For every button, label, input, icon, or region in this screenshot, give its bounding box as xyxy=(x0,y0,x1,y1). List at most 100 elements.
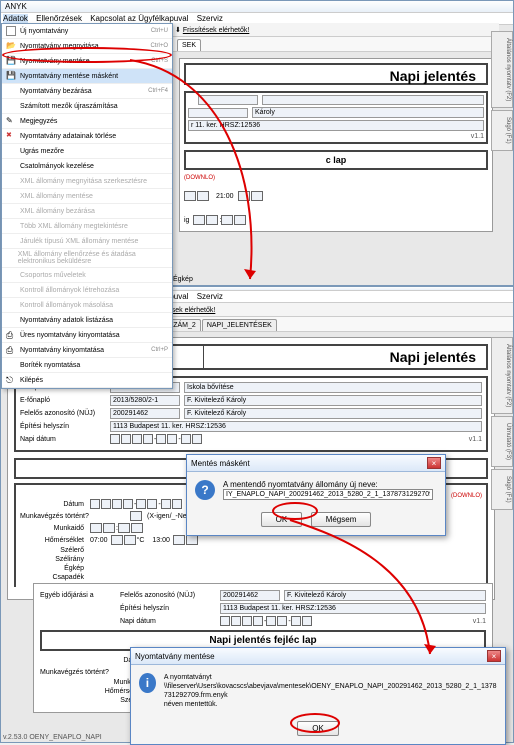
chk-munkavegzes[interactable] xyxy=(130,511,142,521)
dlg-save-cancel[interactable]: Mégsem xyxy=(311,512,372,527)
download-label-2: (DOWNLO) xyxy=(451,493,482,499)
menu-item-label: Nyomtatvány bezárása xyxy=(20,88,92,95)
blank-icon xyxy=(6,86,16,96)
side-tabs-bottom[interactable]: Általános nyomtatv (F2) Útmutató (F3) Sú… xyxy=(491,337,513,510)
menu-item[interactable]: 📂Nyomtatvány megnyitásaCtrl+O xyxy=(2,39,172,54)
dialog-done: Nyomtatvány mentése× i A nyomtatványt \\… xyxy=(130,647,506,745)
val-felelos-b[interactable]: 200291462 xyxy=(220,590,280,601)
menu-item-label: Kilépés xyxy=(20,377,43,384)
lbl-t3: 21:00 xyxy=(216,193,234,200)
form-area-top: Napi jelentés Károly r 11. ker. HRSZ:125… xyxy=(179,58,493,232)
lbl-t1: 07:00 xyxy=(90,537,108,544)
menu-item-label: Csatolmányok kezelése xyxy=(20,163,94,170)
val-iskola[interactable]: Iskola bővítése xyxy=(184,382,482,393)
question-icon: ? xyxy=(195,480,215,500)
menu-item[interactable]: 💾Nyomtatvány mentése másként xyxy=(2,69,172,84)
menu-item[interactable]: ⎙Nyomtatvány kinyomtatásaCtrl+P xyxy=(2,343,172,358)
side-tab-b2[interactable]: Útmutató (F3) xyxy=(491,416,513,467)
menu-item[interactable]: Kontroll állományok másolása xyxy=(2,298,172,313)
val-efonaplo[interactable]: 2013/5280/2-1 xyxy=(110,395,180,406)
menu2-szerviz[interactable]: Szerviz xyxy=(197,292,223,301)
app-title: ANYK xyxy=(5,2,27,11)
lbl-t2: 13:00 xyxy=(152,537,170,544)
menu-item-label: XML állomány megnyitása szerkesztésre xyxy=(20,178,147,185)
menu-item[interactable]: Kontroll állományok létrehozása xyxy=(2,283,172,298)
blank-icon xyxy=(6,360,16,370)
menu-shortcut: Ctrl+U xyxy=(151,28,168,34)
side-tab-b1[interactable]: Általános nyomtatv (F2) xyxy=(491,337,513,414)
dlg-done-ok[interactable]: OK xyxy=(297,721,339,736)
lbl-ig: ig xyxy=(184,217,189,224)
menu-item-label: Számított mezők újraszámítása xyxy=(20,103,118,110)
date-boxes-2[interactable]: -- xyxy=(90,499,183,509)
update-link[interactable]: ⬇ Frissítések elérhetők! xyxy=(175,26,249,34)
menu-kapcsolat[interactable]: Kapcsolat az Ügyfélkapuval xyxy=(90,14,188,23)
update-label[interactable]: Frissítések elérhetők! xyxy=(183,27,250,34)
side-tab-1[interactable]: Általános nyomtatv (F2) xyxy=(491,31,513,108)
version-label: v1.1 xyxy=(188,133,484,140)
adatok-dropdown[interactable]: Új nyomtatványCtrl+U📂Nyomtatvány megnyit… xyxy=(1,23,173,389)
dlg-save-input[interactable] xyxy=(223,489,433,500)
menu-item[interactable]: ⎙Üres nyomtatvány kinyomtatása xyxy=(2,328,172,343)
side-tab-2[interactable]: Súgó (F1) xyxy=(491,110,513,151)
dlg-save-ok[interactable]: OK xyxy=(261,512,303,527)
menu-item[interactable]: Több XML állomány megtekintésre xyxy=(2,219,172,234)
tab-fragment[interactable]: SEK xyxy=(177,39,201,51)
statusbar: v.2.53.0 OENY_ENAPLO_NAPI xyxy=(3,734,102,741)
lbl-munkavegzes: Munkavégzés történt? xyxy=(20,513,130,520)
toolbar[interactable]: ⬇ Frissítések elérhetők! xyxy=(173,23,499,37)
tab-jelentesek[interactable]: NAPI_JELENTÉSEK xyxy=(202,319,277,331)
blank-icon xyxy=(6,146,16,156)
val-kivitelezo-b: Károly xyxy=(252,107,484,118)
menu-ellenorzesek[interactable]: Ellenőrzések xyxy=(36,14,82,23)
lbl-munkaido: Munkaidő xyxy=(20,525,90,532)
lbl-efonaplo: E-főnapló xyxy=(20,397,110,404)
menu-item[interactable]: Nyomtatvány bezárásaCtrl+F4 xyxy=(2,84,172,99)
menu-item[interactable]: Új nyomtatványCtrl+U xyxy=(2,24,172,39)
blank-icon xyxy=(6,315,16,325)
menu-item[interactable]: ⎋ Kilépés xyxy=(2,373,172,388)
menu-item[interactable]: ✎Megjegyzés xyxy=(2,114,172,129)
menu-item[interactable]: 💾Nyomtatvány mentéseCtrl+S xyxy=(2,54,172,69)
val-kivitelezo-b2[interactable]: F. Kivitelező Károly xyxy=(284,590,486,601)
menu-item[interactable]: ✖Nyomtatvány adatainak törlése xyxy=(2,129,172,144)
exit-icon: ⎋ xyxy=(6,375,16,385)
val-cim-frag: r 11. ker. HRSZ:12536 xyxy=(188,120,484,131)
lbl-datum: Napi dátum xyxy=(20,436,110,443)
menu-item[interactable]: Csatolmányok kezelése xyxy=(2,159,172,174)
dlg-done-close[interactable]: × xyxy=(487,650,501,662)
lbl-napidatum-b: Napi dátum xyxy=(120,618,220,625)
dlg-save-close[interactable]: × xyxy=(427,457,441,469)
date-boxes[interactable]: -- xyxy=(110,434,203,444)
menu-item[interactable]: XML állomány megnyitása szerkesztésre xyxy=(2,174,172,189)
menu-item[interactable]: Nyomtatvány adatok listázása xyxy=(2,313,172,328)
menu-item[interactable]: XML állomány ellenőrzése és átadása elek… xyxy=(2,249,172,268)
menu-item[interactable]: Járulék típusú XML állomány mentése xyxy=(2,234,172,249)
menu-item-label: XML állomány mentése xyxy=(20,193,93,200)
menu-item-label: XML állomány bezárása xyxy=(20,208,95,215)
tabbar-top[interactable]: SEK xyxy=(173,37,499,52)
val-kivitelezo[interactable]: F. Kivitelező Károly xyxy=(184,395,482,406)
menu-item[interactable]: XML állomány bezárása xyxy=(2,204,172,219)
menu-item[interactable]: Boríték nyomtatása xyxy=(2,358,172,373)
val-kivitelezo2[interactable]: F. Kivitelező Károly xyxy=(184,408,482,419)
menu-item-label: Csoportos műveletek xyxy=(20,272,86,279)
dlg-done-l1: A nyomtatványt xyxy=(164,673,497,682)
menu-szerviz[interactable]: Szerviz xyxy=(197,14,223,23)
menu-item-label: Nyomtatvány megnyitása xyxy=(20,43,99,50)
side-tab-b3[interactable]: Súgó (F1) xyxy=(491,469,513,510)
menu-item[interactable]: Számított mezők újraszámítása xyxy=(2,99,172,114)
val-cim[interactable]: 1113 Budapest 11. ker. HRSZ:12536 xyxy=(110,421,482,432)
menu-item[interactable]: Csoportos műveletek xyxy=(2,268,172,283)
lbl-szelirany: Szélirány xyxy=(20,556,90,563)
blank-icon xyxy=(6,101,16,111)
menu-adatok[interactable]: Adatok xyxy=(3,14,28,23)
side-tabs-top[interactable]: Általános nyomtatv (F2) Súgó (F1) xyxy=(491,31,513,151)
menu-shortcut: Ctrl+S xyxy=(151,58,168,64)
val-cim-b[interactable]: 1113 Budapest 11. ker. HRSZ:12536 xyxy=(220,603,486,614)
val-felelos[interactable]: 200291462 xyxy=(110,408,180,419)
dlg-done-l2: \\fileserver\Users\kovacscs\abevjava\men… xyxy=(164,682,497,700)
menu-item[interactable]: Ugrás mezőre xyxy=(2,144,172,159)
menu-item[interactable]: XML állomány mentése xyxy=(2,189,172,204)
menu-item-label: Nyomtatvány adatainak törlése xyxy=(20,133,116,140)
